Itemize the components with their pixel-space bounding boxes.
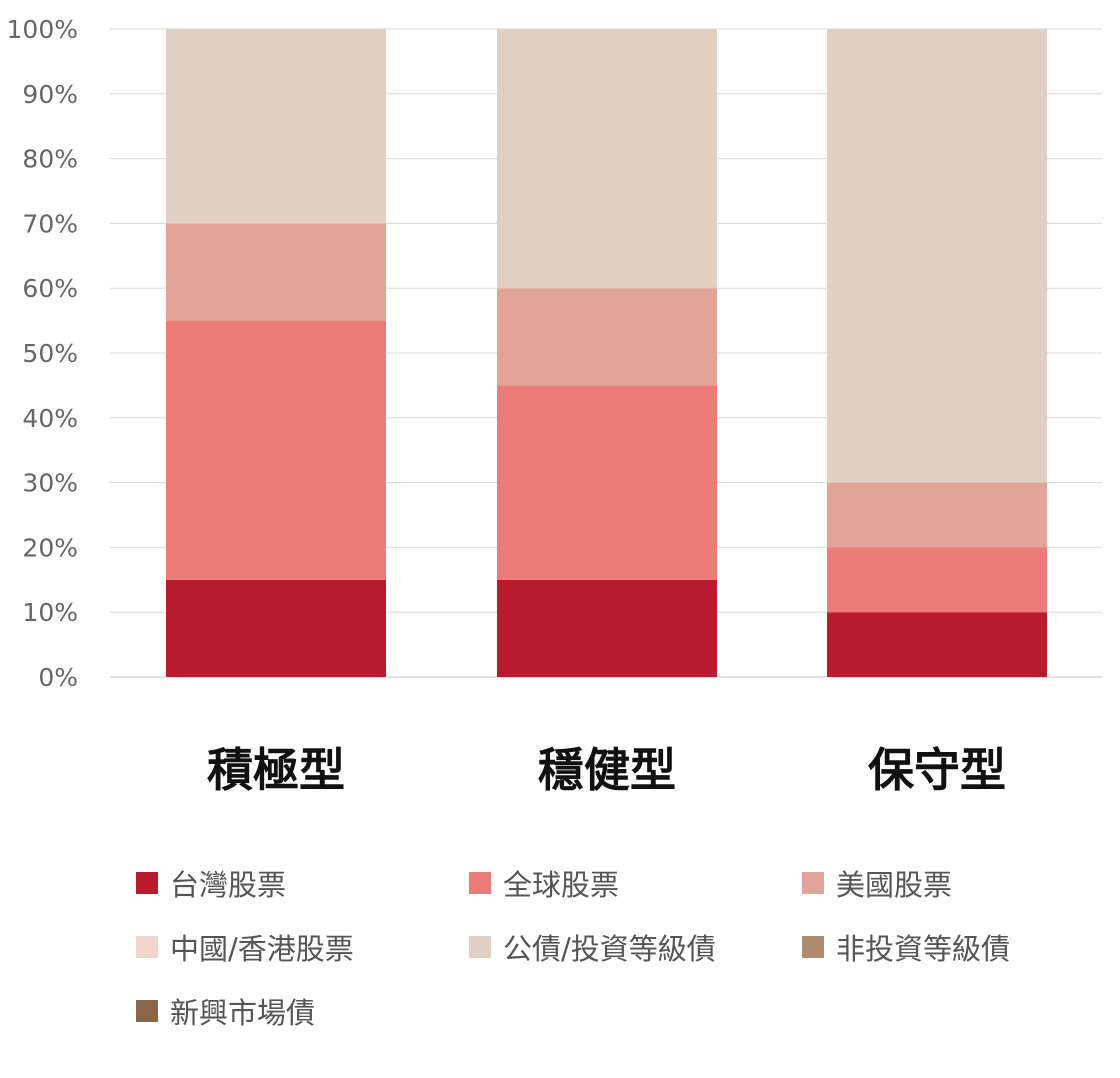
y-tick-label: 30% — [22, 469, 78, 498]
y-tick-label: 40% — [22, 404, 78, 433]
legend-swatch — [469, 872, 491, 894]
bar-segment — [166, 579, 386, 677]
bars — [166, 29, 1047, 677]
legend-swatch — [136, 936, 158, 958]
bar-segment — [827, 482, 1047, 548]
y-tick-label: 80% — [22, 145, 78, 174]
category-label: 積極型 — [207, 743, 345, 797]
legend-item: 全球股票 — [469, 862, 802, 904]
bar-segment — [166, 29, 386, 224]
legend-label: 非投資等級債 — [836, 932, 1011, 966]
bar-segment — [497, 579, 717, 677]
legend-label: 美國股票 — [836, 868, 953, 902]
bar-segment — [166, 320, 386, 580]
legend-label: 公債/投資等級債 — [503, 932, 716, 966]
y-tick-label: 90% — [22, 80, 78, 109]
y-tick-label: 60% — [22, 274, 78, 303]
legend-swatch — [802, 936, 824, 958]
bar-segment — [497, 288, 717, 386]
y-tick-label: 70% — [22, 209, 78, 238]
legend: 台灣股票 全球股票 美國股票中國/香港股票 公債/投資等級債 非投資等級債新興市場債 — [136, 862, 1116, 1032]
legend-swatch — [802, 872, 824, 894]
legend-item: 台灣股票 — [136, 862, 469, 904]
y-tick-label: 0% — [38, 663, 78, 692]
legend-swatch — [469, 936, 491, 958]
bar-segment — [827, 612, 1047, 677]
legend-label: 台灣股票 — [170, 868, 287, 902]
legend-label: 新興市場債 — [170, 996, 316, 1030]
y-tick-label: 20% — [22, 533, 78, 562]
category-label: 穩健型 — [538, 743, 676, 797]
x-axis-categories: 積極型 穩健型 保守型 — [207, 743, 1006, 797]
bar-segment — [497, 29, 717, 289]
legend-item: 新興市場債 — [136, 990, 469, 1032]
legend-label: 中國/香港股票 — [170, 932, 354, 966]
bar-segment — [827, 547, 1047, 613]
legend-label: 全球股票 — [503, 868, 620, 902]
y-axis-ticks: 0% 10% 20% 30% 40% 50% 60% 70% 80% 90% 100% — [7, 15, 78, 692]
bar-segment — [497, 385, 717, 580]
stacked-bar-chart: 0% 10% 20% 30% 40% 50% 60% 70% 80% 90% 100% 積極型 穩健型… — [7, 15, 1102, 797]
legend-item: 中國/香港股票 — [136, 926, 469, 968]
y-tick-label: 50% — [22, 339, 78, 368]
bar-segment — [166, 223, 386, 321]
category-label: 保守型 — [868, 743, 1006, 797]
y-tick-label: 100% — [7, 15, 78, 44]
legend-swatch — [136, 872, 158, 894]
legend-item: 非投資等級債 — [802, 926, 1102, 968]
legend-swatch — [136, 1000, 158, 1022]
legend-item: 公債/投資等級債 — [469, 926, 802, 968]
bar-segment — [827, 29, 1047, 483]
legend-item: 美國股票 — [802, 862, 1102, 904]
y-tick-label: 10% — [22, 598, 78, 627]
